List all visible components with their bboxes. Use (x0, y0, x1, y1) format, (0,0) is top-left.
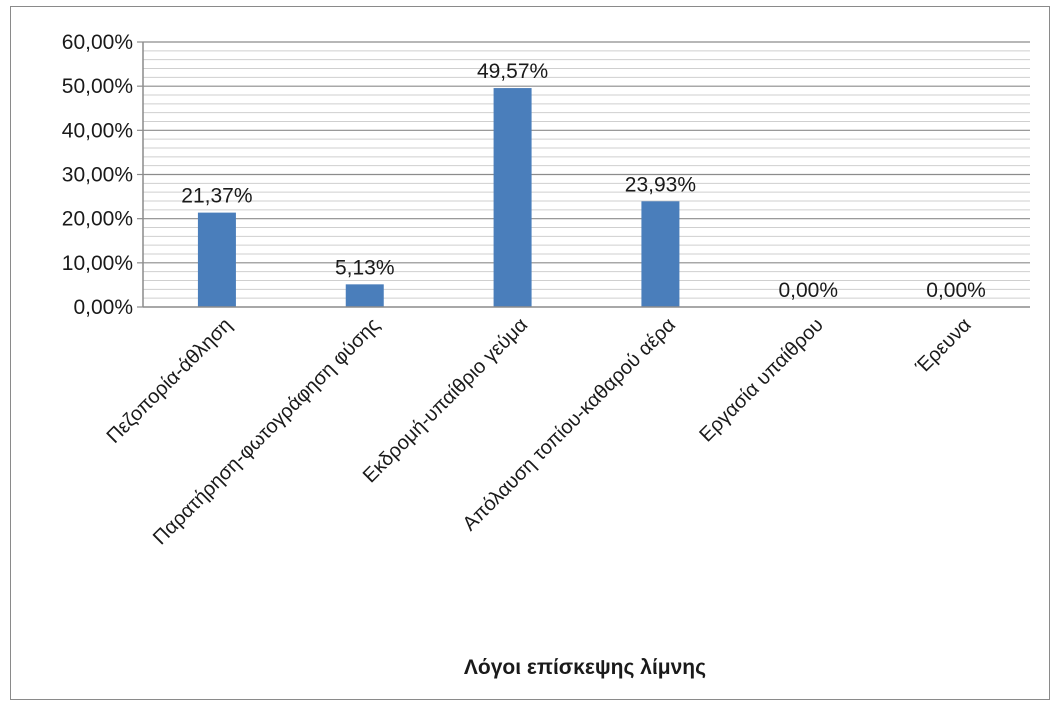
data-labels: 21,37% 5,13% 49,57% 23,93% 0,00% 0,00% (181, 60, 986, 302)
category-label: Έρευνα (911, 314, 976, 379)
bar (345, 284, 384, 307)
y-tick-label: 30,00% (62, 164, 133, 187)
data-label: 21,37% (181, 185, 252, 208)
category-label: Εκδρομή-υπαίθριο γεύμα (359, 314, 532, 487)
y-tick-label: 10,00% (62, 252, 133, 275)
y-tick-label: 60,00% (62, 31, 133, 54)
bars (197, 88, 680, 308)
y-tick-labels: 0,00% 10,00% 20,00% 30,00% 40,00% 50,00% 60,00… (62, 31, 143, 319)
bar (493, 88, 532, 308)
data-label: 0,00% (778, 279, 838, 302)
x-axis-title: Λόγοι επίσκεψης λίμνης (464, 656, 706, 679)
gridlines (143, 41, 1030, 299)
y-tick-label: 50,00% (62, 75, 133, 98)
y-tick-label: 40,00% (62, 119, 133, 142)
category-label: Εργασία υπαίθρου (695, 314, 827, 446)
y-tick-label: 0,00% (73, 296, 133, 319)
data-label: 23,93% (625, 173, 696, 196)
category-label: Πεζοπορία-άθληση (103, 314, 237, 448)
data-label: 49,57% (477, 60, 548, 83)
data-label: 0,00% (926, 279, 986, 302)
bar (197, 212, 236, 307)
category-label: Παρατήρηση-φωτογράφηση φύσης (149, 314, 385, 550)
y-tick-label: 20,00% (62, 208, 133, 231)
bar (641, 201, 680, 307)
data-label: 5,13% (335, 256, 395, 279)
